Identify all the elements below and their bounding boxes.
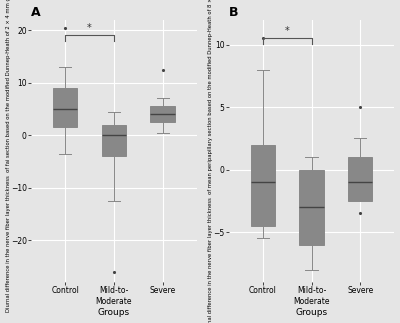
- Text: B: B: [229, 5, 238, 18]
- Text: *: *: [285, 26, 290, 36]
- PathPatch shape: [250, 145, 275, 226]
- Y-axis label: Diurnal difference in the nerve fiber layer thickness  of fai section based on t: Diurnal difference in the nerve fiber la…: [6, 0, 10, 312]
- Text: *: *: [87, 23, 92, 33]
- PathPatch shape: [102, 125, 126, 156]
- X-axis label: Groups: Groups: [296, 308, 328, 318]
- Y-axis label: Diurnal difference in the nerve fiber layer thickness  of mean peripapillary sec: Diurnal difference in the nerve fiber la…: [208, 0, 213, 323]
- PathPatch shape: [299, 170, 324, 245]
- X-axis label: Groups: Groups: [98, 308, 130, 318]
- PathPatch shape: [348, 157, 372, 201]
- Text: A: A: [31, 5, 41, 18]
- PathPatch shape: [150, 106, 175, 122]
- PathPatch shape: [53, 88, 77, 127]
